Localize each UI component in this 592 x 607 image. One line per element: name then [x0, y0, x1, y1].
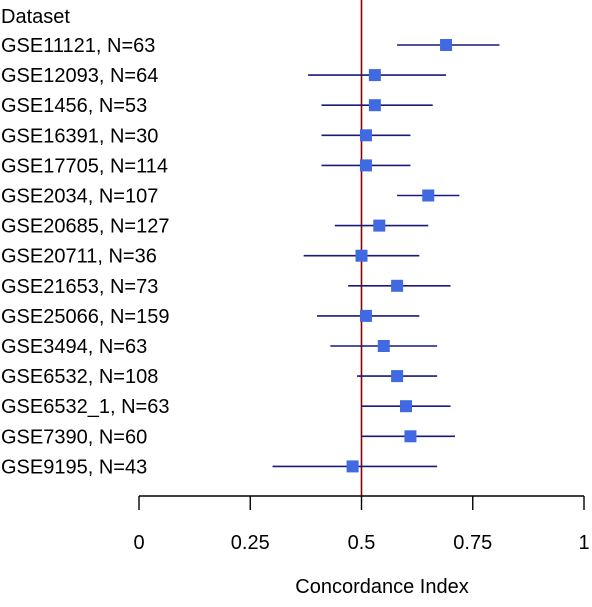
row-label: GSE20685, N=127 [1, 216, 169, 238]
row-label: GSE17705, N=114 [1, 155, 168, 177]
point-estimate-marker [359, 159, 372, 172]
row-7: GSE20685, N=127 [1, 216, 429, 238]
row-label: GSE11121, N=63 [1, 35, 155, 57]
row-10: GSE25066, N=159 [1, 306, 420, 328]
x-tick-label: 0.25 [231, 532, 270, 554]
row-label: GSE1456, N=53 [1, 95, 147, 117]
point-estimate-marker [391, 279, 404, 292]
point-estimate-marker [373, 219, 386, 232]
point-estimate-marker [359, 129, 372, 142]
row-label: GSE6532, N=108 [1, 366, 158, 388]
row-5: GSE17705, N=114 [1, 155, 411, 177]
row-13: GSE6532_1, N=63 [1, 396, 451, 418]
row-label: GSE9195, N=43 [1, 456, 147, 478]
x-tick-label: 0.75 [453, 532, 492, 554]
point-estimate-marker [346, 460, 359, 473]
row-label: GSE20711, N=36 [1, 246, 157, 268]
x-tick-label: 0.5 [348, 532, 376, 554]
point-estimate-marker [368, 69, 381, 82]
row-12: GSE6532, N=108 [1, 366, 438, 388]
row-label: GSE7390, N=60 [1, 426, 147, 448]
row-label: GSE21653, N=73 [1, 276, 158, 298]
point-estimate-marker [391, 370, 404, 383]
row-4: GSE16391, N=30 [1, 125, 411, 147]
row-2: GSE12093, N=64 [1, 65, 447, 87]
row-11: GSE3494, N=63 [1, 336, 438, 358]
point-estimate-marker [355, 249, 368, 262]
x-tick-label: 0 [133, 532, 144, 554]
row-label: GSE3494, N=63 [1, 336, 147, 358]
row-3: GSE1456, N=53 [1, 95, 433, 117]
row-9: GSE21653, N=73 [1, 276, 451, 298]
row-label: GSE16391, N=30 [1, 125, 158, 147]
row-label: GSE12093, N=64 [1, 65, 158, 87]
point-estimate-marker [404, 430, 417, 443]
x-axis: 0 0.25 0.5 0.75 1 [133, 495, 590, 554]
row-15: GSE9195, N=43 [1, 456, 438, 478]
point-estimate-marker [440, 39, 453, 51]
x-tick-label: 1 [578, 532, 589, 554]
point-estimate-marker [400, 400, 412, 413]
point-estimate-marker [377, 340, 390, 352]
dataset-header: Dataset [1, 6, 70, 28]
row-8: GSE20711, N=36 [1, 246, 420, 268]
row-label: GSE6532_1, N=63 [1, 396, 169, 418]
point-estimate-marker [422, 189, 435, 202]
row-14: GSE7390, N=60 [1, 426, 455, 448]
row-1: GSE11121, N=63 [1, 35, 500, 57]
row-6: GSE2034, N=107 [1, 186, 460, 208]
point-estimate-marker [368, 99, 381, 112]
x-axis-label: Concordance Index [295, 576, 468, 598]
row-label: GSE25066, N=159 [1, 306, 169, 328]
rows-group: GSE11121, N=63 GSE12093, N=64 GSE1456, N=5… [1, 35, 500, 478]
point-estimate-marker [359, 309, 372, 322]
row-label: GSE2034, N=107 [1, 186, 158, 208]
